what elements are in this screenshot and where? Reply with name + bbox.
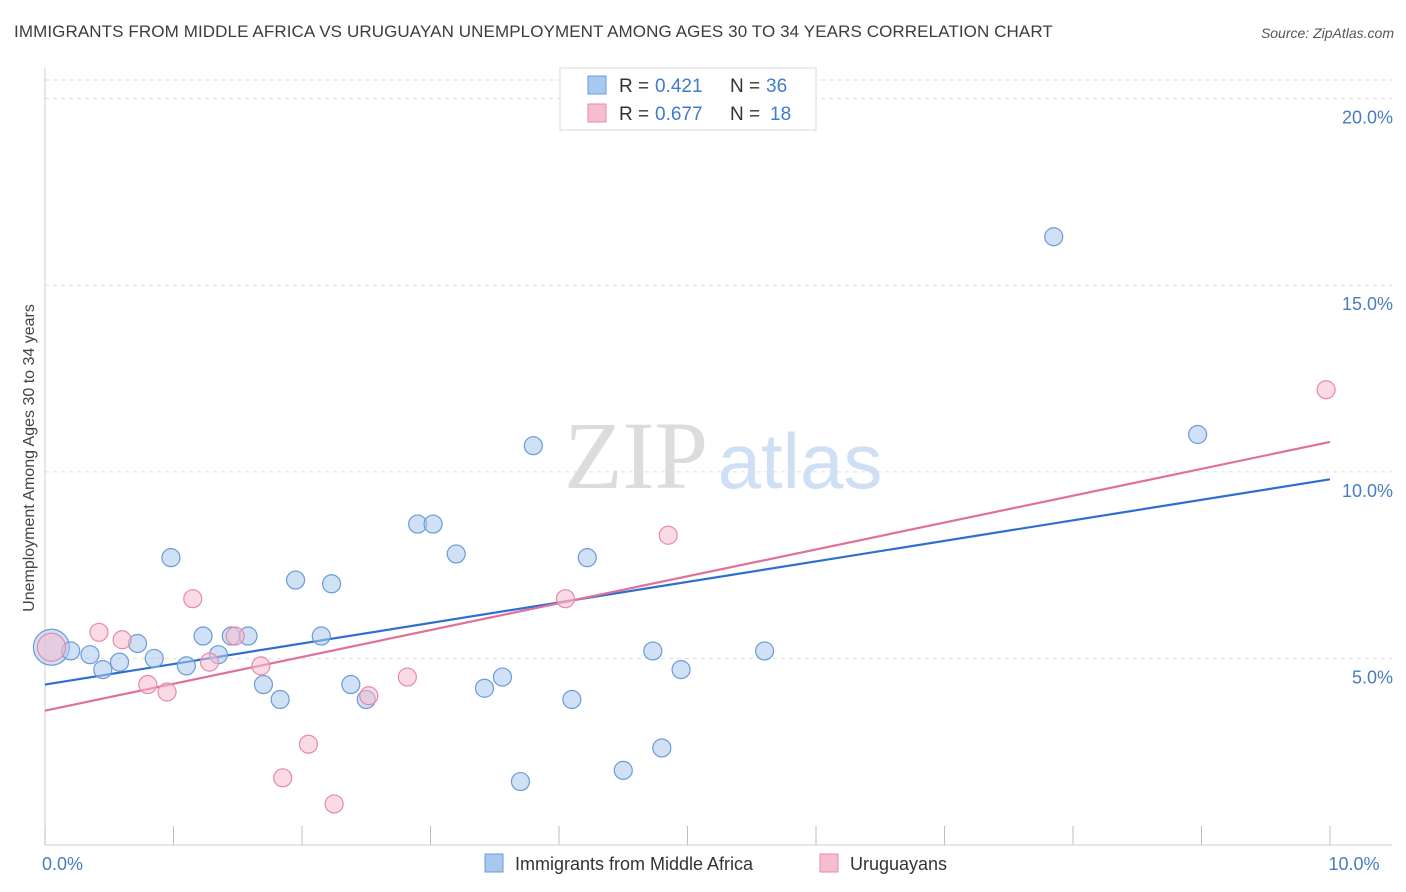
- chart-source: Source: ZipAtlas.com: [1260, 25, 1394, 41]
- pink-data-point: [273, 768, 293, 788]
- blue-data-point: [321, 574, 342, 594]
- blue-data-point: [643, 641, 663, 661]
- blue-data-point: [176, 656, 196, 676]
- legend-bottom-pink-swatch: [819, 853, 839, 873]
- grid-lines: [45, 79, 1392, 659]
- blue-data-point: [754, 641, 775, 661]
- blue-data-point: [285, 570, 306, 590]
- watermark: ZIP atlas: [564, 402, 882, 509]
- pink-data-point: [199, 652, 220, 672]
- pink-data-point: [183, 589, 203, 609]
- blue-data-point: [341, 674, 361, 695]
- legend-bottom-blue-swatch: [484, 853, 504, 873]
- blue-data-point: [93, 660, 113, 680]
- pink-data-point: [138, 674, 158, 695]
- blue-data-point: [80, 645, 100, 665]
- blue-data-point: [109, 652, 130, 672]
- pink-data-point: [658, 525, 678, 545]
- blue-trend-line: [44, 478, 1331, 686]
- blue-data-point: [523, 436, 543, 456]
- pink-data-point: [36, 632, 67, 662]
- blue-data-point: [144, 648, 164, 669]
- legend-blue-swatch: [587, 75, 607, 95]
- legend-bottom-blue-label: Immigrants from Middle Africa: [515, 854, 754, 874]
- legend-pink-swatch: [587, 103, 607, 123]
- pink-data-point: [251, 656, 271, 676]
- blue-data-point: [270, 689, 290, 710]
- y-axis-title: Unemployment Among Ages 30 to 34 years: [21, 304, 38, 612]
- blue-data-point: [1188, 424, 1208, 445]
- watermark-zip: ZIP: [564, 402, 708, 509]
- pink-data-point: [112, 630, 132, 650]
- watermark-atlas: atlas: [718, 417, 883, 505]
- legend-blue-n-label: N =: [730, 76, 760, 97]
- pink-data-point: [225, 626, 245, 646]
- legend-blue-n-value: 36: [766, 76, 787, 97]
- blue-data-point: [652, 738, 672, 758]
- blue-data-point: [1044, 227, 1064, 247]
- legend-pink-r-value: 0.677: [655, 104, 703, 125]
- y-tick-label: 15.0%: [1342, 294, 1393, 314]
- blue-data-point: [671, 660, 691, 680]
- legend-blue-r-value: 0.421: [655, 76, 703, 97]
- y-tick-label: 20.0%: [1342, 108, 1393, 128]
- blue-data-point: [562, 689, 582, 710]
- axes: 5.0% 10.0% 15.0% 20.0% 0.0% 10.0%: [42, 68, 1393, 874]
- y-tick-label: 10.0%: [1342, 481, 1393, 501]
- pink-data-point: [555, 589, 576, 609]
- legend-pink-n-label: N =: [730, 104, 760, 125]
- blue-data-point: [510, 771, 531, 792]
- x-tick-label: 0.0%: [42, 854, 83, 874]
- blue-data-point: [423, 514, 443, 534]
- pink-data-point: [89, 622, 109, 642]
- pink-data-point: [324, 794, 344, 814]
- pink-data-point: [1316, 380, 1336, 400]
- blue-data-point: [492, 667, 513, 687]
- pink-data-point: [298, 734, 319, 754]
- legend-bottom: Immigrants from Middle Africa Uruguayans: [484, 853, 947, 874]
- pink-data-point: [157, 682, 177, 702]
- y-tick-label: 5.0%: [1352, 667, 1393, 687]
- legend-pink-r-label: R =: [619, 104, 649, 125]
- chart-title: IMMIGRANTS FROM MIDDLE AFRICA VS URUGUAY…: [14, 22, 1053, 41]
- legend-top: R = 0.421 N = 36 R = 0.677 N = 18: [559, 67, 817, 131]
- pink-data-point: [359, 686, 379, 706]
- legend-bottom-pink-label: Uruguayans: [850, 854, 947, 874]
- data-points: [32, 227, 1336, 814]
- blue-data-point: [446, 544, 466, 564]
- blue-data-point: [253, 674, 274, 695]
- blue-data-point: [161, 548, 181, 568]
- blue-data-point: [474, 678, 495, 698]
- legend-pink-n-value: 18: [770, 104, 791, 125]
- blue-data-point: [613, 760, 633, 780]
- blue-data-point: [193, 626, 213, 646]
- x-tick-label: 10.0%: [1328, 854, 1379, 874]
- legend-blue-r-label: R =: [619, 76, 649, 97]
- blue-data-point: [311, 626, 331, 646]
- pink-data-point: [397, 667, 417, 687]
- blue-data-point: [577, 548, 597, 568]
